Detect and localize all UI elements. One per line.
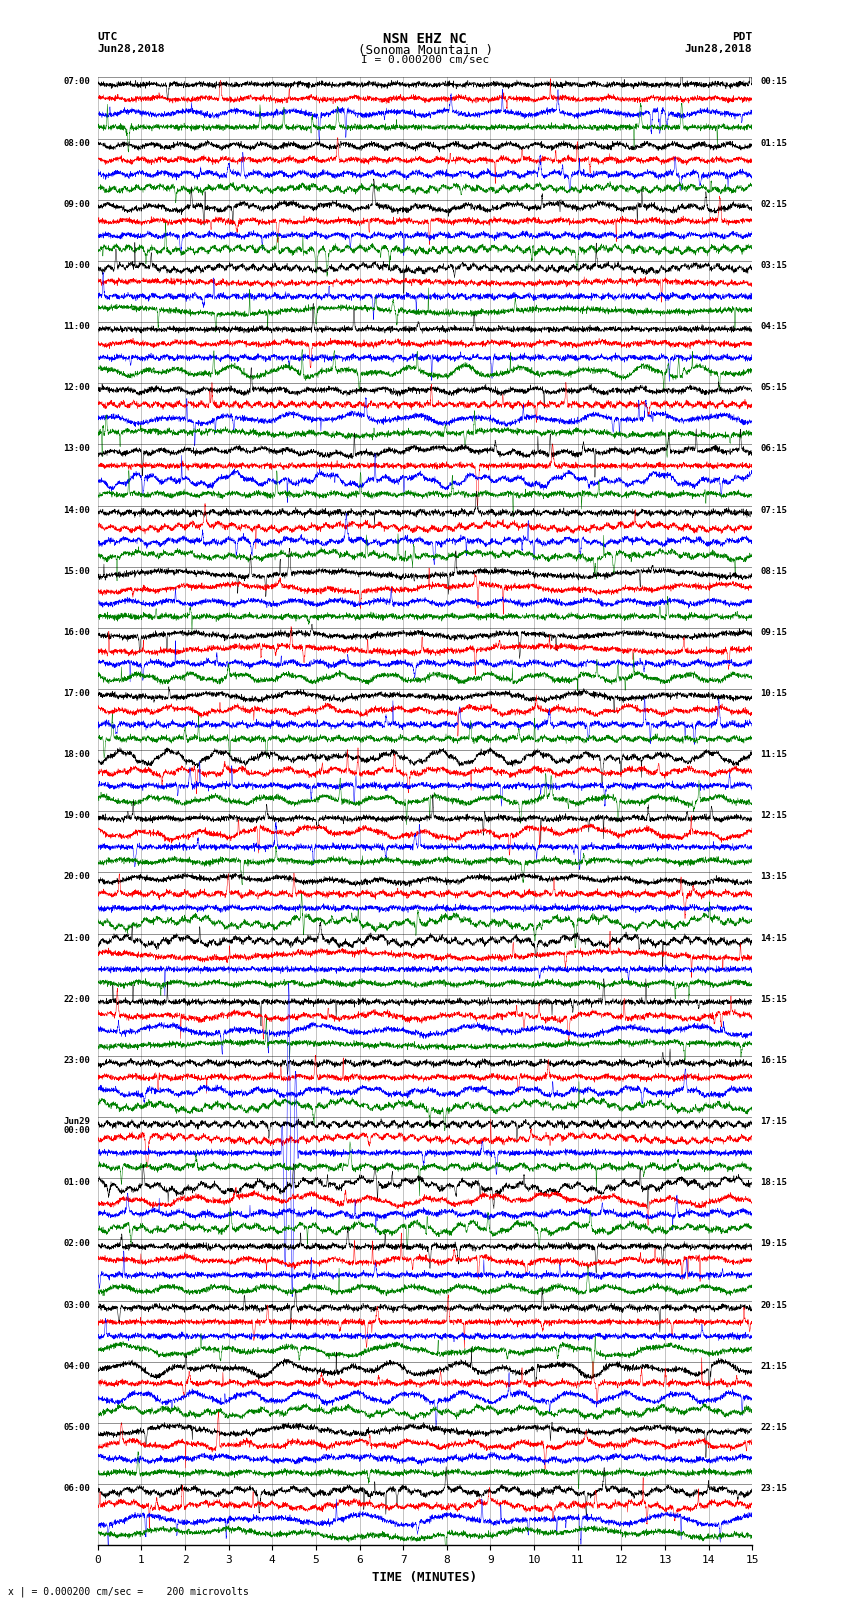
Text: 18:00: 18:00 bbox=[63, 750, 90, 760]
Text: 14:15: 14:15 bbox=[760, 934, 787, 942]
Text: 08:00: 08:00 bbox=[63, 139, 90, 147]
Text: 21:00: 21:00 bbox=[63, 934, 90, 942]
Text: 23:00: 23:00 bbox=[63, 1057, 90, 1065]
Text: 11:00: 11:00 bbox=[63, 323, 90, 331]
Text: (Sonoma Mountain ): (Sonoma Mountain ) bbox=[358, 44, 492, 56]
Text: 09:15: 09:15 bbox=[760, 627, 787, 637]
Text: 22:15: 22:15 bbox=[760, 1423, 787, 1432]
Text: 12:15: 12:15 bbox=[760, 811, 787, 821]
Text: Jun28,2018: Jun28,2018 bbox=[685, 44, 752, 53]
Text: 06:00: 06:00 bbox=[63, 1484, 90, 1494]
Text: 16:00: 16:00 bbox=[63, 627, 90, 637]
Text: 05:00: 05:00 bbox=[63, 1423, 90, 1432]
X-axis label: TIME (MINUTES): TIME (MINUTES) bbox=[372, 1571, 478, 1584]
Text: 13:00: 13:00 bbox=[63, 444, 90, 453]
Text: 10:15: 10:15 bbox=[760, 689, 787, 698]
Text: 06:15: 06:15 bbox=[760, 444, 787, 453]
Text: 03:00: 03:00 bbox=[63, 1300, 90, 1310]
Text: PDT: PDT bbox=[732, 32, 752, 42]
Text: 00:00: 00:00 bbox=[63, 1126, 90, 1134]
Text: 07:15: 07:15 bbox=[760, 505, 787, 515]
Text: 21:15: 21:15 bbox=[760, 1361, 787, 1371]
Text: 15:00: 15:00 bbox=[63, 566, 90, 576]
Text: 23:15: 23:15 bbox=[760, 1484, 787, 1494]
Text: 10:00: 10:00 bbox=[63, 261, 90, 269]
Text: 14:00: 14:00 bbox=[63, 505, 90, 515]
Text: x | = 0.000200 cm/sec =    200 microvolts: x | = 0.000200 cm/sec = 200 microvolts bbox=[8, 1586, 249, 1597]
Text: 07:00: 07:00 bbox=[63, 77, 90, 87]
Text: 03:15: 03:15 bbox=[760, 261, 787, 269]
Text: 13:15: 13:15 bbox=[760, 873, 787, 881]
Text: 22:00: 22:00 bbox=[63, 995, 90, 1003]
Text: 00:15: 00:15 bbox=[760, 77, 787, 87]
Text: 20:00: 20:00 bbox=[63, 873, 90, 881]
Text: 01:15: 01:15 bbox=[760, 139, 787, 147]
Text: 04:15: 04:15 bbox=[760, 323, 787, 331]
Text: 19:15: 19:15 bbox=[760, 1239, 787, 1248]
Text: Jun29: Jun29 bbox=[63, 1118, 90, 1126]
Text: Jun28,2018: Jun28,2018 bbox=[98, 44, 165, 53]
Text: 17:00: 17:00 bbox=[63, 689, 90, 698]
Text: 08:15: 08:15 bbox=[760, 566, 787, 576]
Text: 11:15: 11:15 bbox=[760, 750, 787, 760]
Text: 19:00: 19:00 bbox=[63, 811, 90, 821]
Text: 02:15: 02:15 bbox=[760, 200, 787, 208]
Text: 16:15: 16:15 bbox=[760, 1057, 787, 1065]
Text: 01:00: 01:00 bbox=[63, 1179, 90, 1187]
Text: 04:00: 04:00 bbox=[63, 1361, 90, 1371]
Text: 15:15: 15:15 bbox=[760, 995, 787, 1003]
Text: NSN EHZ NC: NSN EHZ NC bbox=[383, 32, 467, 47]
Text: 17:15: 17:15 bbox=[760, 1118, 787, 1126]
Text: 12:00: 12:00 bbox=[63, 384, 90, 392]
Text: 18:15: 18:15 bbox=[760, 1179, 787, 1187]
Text: 09:00: 09:00 bbox=[63, 200, 90, 208]
Text: UTC: UTC bbox=[98, 32, 118, 42]
Text: 20:15: 20:15 bbox=[760, 1300, 787, 1310]
Text: 05:15: 05:15 bbox=[760, 384, 787, 392]
Text: I = 0.000200 cm/sec: I = 0.000200 cm/sec bbox=[361, 55, 489, 65]
Text: 02:00: 02:00 bbox=[63, 1239, 90, 1248]
